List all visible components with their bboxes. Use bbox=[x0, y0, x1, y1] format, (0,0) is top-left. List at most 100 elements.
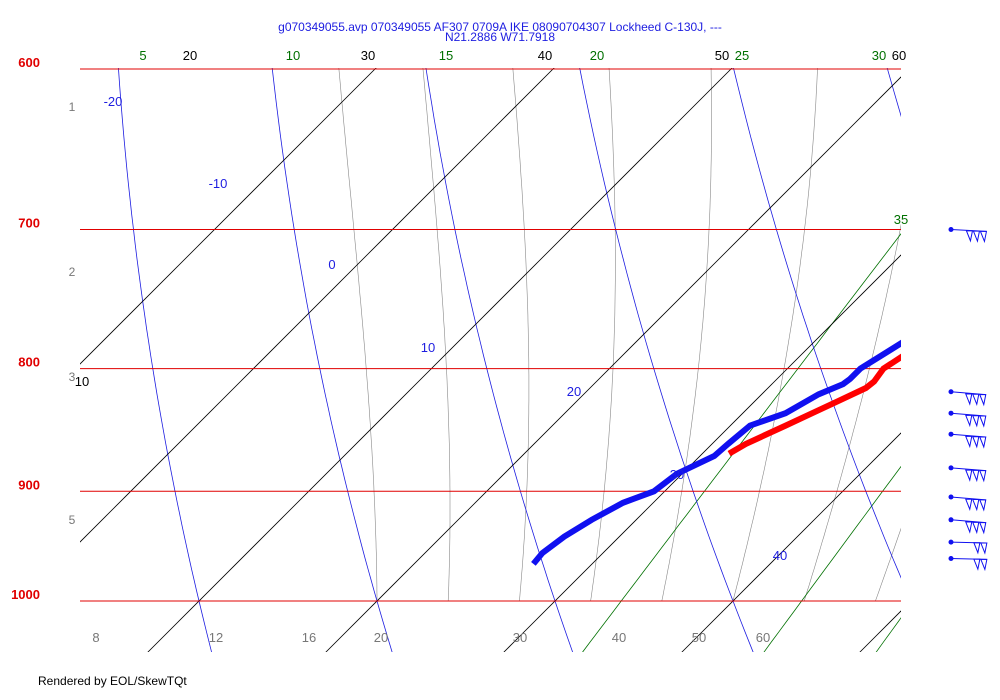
dry-adiabat-line bbox=[579, 68, 754, 652]
bottom-axis-label: 40 bbox=[612, 630, 626, 645]
wind-barb-flag bbox=[972, 415, 980, 428]
wind-barb-flag bbox=[965, 393, 973, 406]
wind-barb-flag bbox=[972, 469, 980, 483]
mixing-ratio-label: 35 bbox=[894, 212, 908, 227]
height-label: 5 bbox=[69, 513, 76, 527]
dry-adiabat-label: 0 bbox=[328, 257, 335, 272]
wind-barb-flag bbox=[972, 436, 980, 449]
bottom-axis-label: 30 bbox=[513, 630, 527, 645]
moist-adiabat-line bbox=[338, 68, 378, 601]
height-label: 2 bbox=[69, 265, 76, 279]
mixing-ratio-label: 30 bbox=[872, 48, 886, 63]
wind-barb-flag bbox=[965, 435, 973, 449]
mixing-ratio-label: 10 bbox=[286, 48, 300, 63]
height-label: 1 bbox=[69, 100, 76, 114]
dry-adiabat-line bbox=[886, 68, 901, 118]
wind-barb-flag bbox=[973, 558, 981, 571]
moist-adiabat-line bbox=[875, 527, 901, 602]
mixing-ratio-label: 20 bbox=[590, 48, 604, 63]
sounding-traces bbox=[531, 339, 901, 566]
isotherm-line bbox=[80, 68, 555, 543]
isotherms bbox=[80, 68, 901, 652]
wind-barb-flag bbox=[972, 393, 980, 407]
moist-adiabat-line bbox=[422, 68, 451, 602]
moist-adiabats bbox=[338, 34, 1000, 602]
wind-barb-flag bbox=[965, 414, 973, 428]
dry-adiabat-label: 40 bbox=[773, 548, 787, 563]
dry-adiabat-line bbox=[733, 68, 901, 579]
bottom-axis-label: 60 bbox=[756, 630, 770, 645]
isotherm-line bbox=[681, 432, 901, 652]
dry-adiabat-line bbox=[425, 68, 573, 652]
isotherm-label: 40 bbox=[538, 48, 552, 63]
wind-barb-flag bbox=[972, 521, 980, 535]
dry-adiabat-line bbox=[118, 68, 212, 652]
bottom-axis-label: 12 bbox=[209, 630, 223, 645]
height-label: 3 bbox=[69, 370, 76, 384]
isobars bbox=[80, 68, 901, 602]
wind-barb-flag bbox=[979, 394, 987, 407]
isotherm-label: 50 bbox=[715, 48, 729, 63]
dry-adiabat-label: -10 bbox=[209, 176, 228, 191]
wind-barb-flag bbox=[979, 230, 988, 244]
isotherm-line bbox=[80, 68, 377, 365]
wind-barb-flag bbox=[979, 522, 987, 535]
isotherm-label: 20 bbox=[183, 48, 197, 63]
bottom-axis-label: 20 bbox=[374, 630, 388, 645]
moist-adiabat-line bbox=[947, 34, 1000, 601]
wind-barbs bbox=[948, 227, 988, 572]
wind-barb-flag bbox=[965, 230, 974, 243]
mixing-ratio-line bbox=[952, 0, 1000, 662]
mixing-ratio-label: 5 bbox=[139, 48, 146, 63]
wind-barb-flag bbox=[973, 542, 981, 555]
dry-adiabats bbox=[0, 0, 901, 662]
isotherm-label: 10 bbox=[75, 374, 89, 389]
moist-adiabat-line bbox=[590, 68, 616, 602]
bottom-axis-label: 16 bbox=[302, 630, 316, 645]
dry-adiabat-label: 20 bbox=[567, 384, 581, 399]
wind-barb-flag bbox=[979, 436, 987, 449]
dewpoint-trace bbox=[531, 339, 901, 566]
isotherm-line bbox=[859, 610, 901, 652]
moist-adiabat-line bbox=[803, 223, 901, 602]
pressure-label: 1000 bbox=[11, 587, 40, 602]
wind-barb-flag bbox=[965, 498, 973, 512]
chart-title-line1: g070349055.avp 070349055 AF307 0709A IKE… bbox=[278, 20, 722, 34]
pressure-label: 600 bbox=[18, 55, 40, 70]
mixing-ratio-label: 25 bbox=[735, 48, 749, 63]
wind-barb-flag bbox=[980, 558, 988, 572]
moist-adiabat-line bbox=[661, 68, 712, 602]
wind-barb-flag bbox=[979, 415, 987, 428]
wind-barb-flag bbox=[965, 521, 973, 534]
mixing-ratio-line bbox=[763, 465, 901, 652]
moist-adiabat-line bbox=[512, 68, 530, 602]
isotherm-label: 60 bbox=[892, 48, 906, 63]
isotherm-line bbox=[325, 76, 901, 652]
pressure-label: 800 bbox=[18, 355, 40, 370]
bottom-axis-label: 50 bbox=[692, 630, 706, 645]
mixing-ratio-lines bbox=[582, 0, 1000, 662]
mixing-ratio-label: 15 bbox=[439, 48, 453, 63]
temperature-trace bbox=[727, 353, 901, 457]
dry-adiabat-line bbox=[0, 0, 33, 662]
dry-adiabat-label: -20 bbox=[104, 94, 123, 109]
bottom-axis-label: 8 bbox=[92, 630, 99, 645]
wind-barb-flag bbox=[980, 542, 988, 555]
isotherm-line bbox=[503, 254, 901, 652]
dry-adiabat-label: 10 bbox=[421, 340, 435, 355]
dry-adiabat-label: 30 bbox=[670, 467, 684, 482]
mixing-ratio-line bbox=[582, 233, 901, 652]
pressure-label: 900 bbox=[18, 477, 40, 492]
wind-barb-flag bbox=[972, 499, 980, 512]
moist-adiabat-line bbox=[732, 68, 818, 602]
isotherm-label: 30 bbox=[361, 48, 375, 63]
isotherm-line bbox=[147, 68, 733, 652]
wind-barb-flag bbox=[965, 469, 973, 482]
wind-barb-flag bbox=[979, 470, 987, 483]
wind-barb-flag bbox=[972, 230, 981, 243]
pressure-label: 700 bbox=[18, 216, 40, 231]
wind-barb-flag bbox=[979, 499, 987, 512]
dry-adiabat-line bbox=[271, 68, 393, 652]
